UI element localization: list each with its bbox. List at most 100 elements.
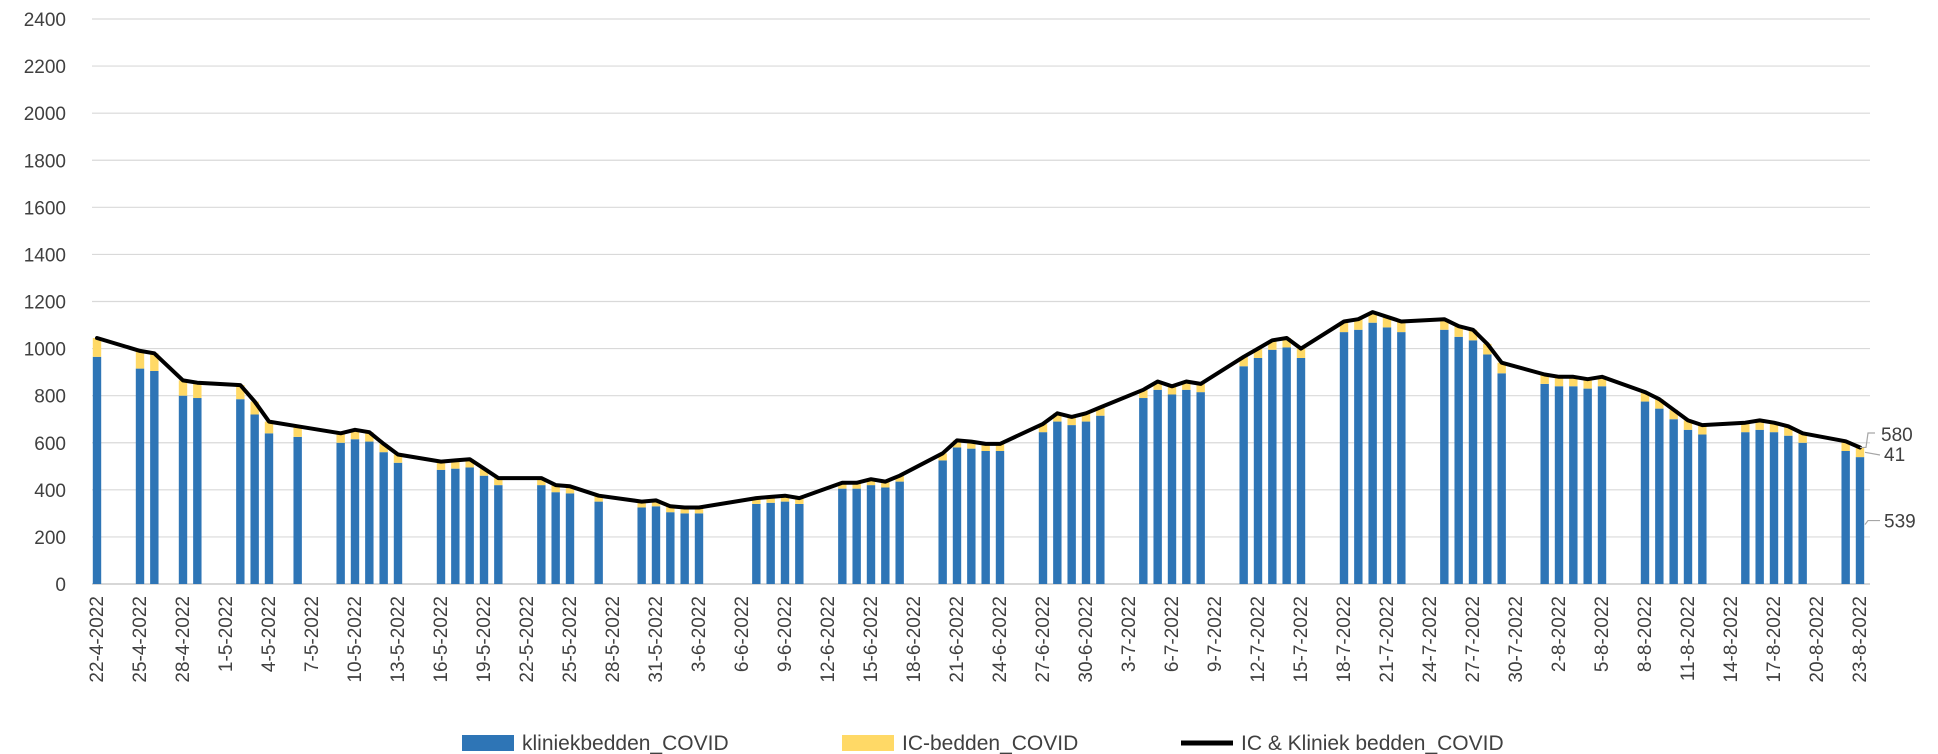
bar-ic-bedden xyxy=(1855,447,1865,458)
bar-kliniekbedden xyxy=(350,439,360,584)
bar-ic-bedden xyxy=(250,401,259,415)
bar-ic-bedden xyxy=(1483,343,1492,355)
bar-ic-bedden xyxy=(1268,340,1277,350)
bar-kliniekbedden xyxy=(479,475,489,584)
bar-ic-bedden xyxy=(1253,348,1263,358)
bar-ic-bedden xyxy=(537,478,546,486)
bar-kliniekbedden xyxy=(967,448,976,584)
legend: kliniekbedden_COVID IC-bedden_COVID IC & K… xyxy=(462,732,1504,754)
bar-kliniekbedden xyxy=(551,492,560,584)
bar-ic-bedden xyxy=(995,443,1005,451)
x-tick-label: 9-7-2022 xyxy=(1205,596,1226,672)
bar-ic-bedden xyxy=(866,479,876,486)
bar-ic-bedden xyxy=(637,501,646,508)
bar-kliniekbedden xyxy=(680,513,689,584)
bar-kliniekbedden xyxy=(1397,332,1406,584)
bar-kliniekbedden xyxy=(1468,340,1478,584)
bar-kliniekbedden xyxy=(866,485,876,584)
x-tick-label: 17-8-2022 xyxy=(1764,596,1785,683)
bar-kliniekbedden xyxy=(752,503,761,584)
bar-kliniekbedden xyxy=(1096,415,1105,584)
bar-ic-bedden xyxy=(479,468,489,476)
x-tick-label: 22-5-2022 xyxy=(517,596,538,683)
bar-ic-bedden xyxy=(651,500,661,507)
bar-kliniekbedden xyxy=(1268,349,1277,584)
y-tick-label: 0 xyxy=(55,575,66,596)
x-tick-label: 28-5-2022 xyxy=(603,596,624,683)
bars xyxy=(92,312,1865,584)
bar-kliniekbedden xyxy=(895,481,904,584)
x-tick-label: 24-7-2022 xyxy=(1420,596,1441,683)
x-tick-label: 12-6-2022 xyxy=(818,596,839,683)
x-tick-label: 25-5-2022 xyxy=(560,596,581,683)
y-tick-label: 400 xyxy=(34,481,66,502)
bar-ic-bedden xyxy=(1597,376,1607,387)
bar-ic-bedden xyxy=(938,453,947,461)
y-tick-label: 2000 xyxy=(24,104,66,125)
bar-kliniekbedden xyxy=(637,507,646,584)
bar-ic-bedden xyxy=(895,475,904,482)
y-tick-label: 800 xyxy=(34,387,66,408)
bar-kliniekbedden xyxy=(150,370,159,584)
bar-ic-bedden xyxy=(1540,374,1549,384)
series-line-total xyxy=(95,310,1862,510)
bar-kliniekbedden xyxy=(881,487,890,584)
bar-kliniekbedden xyxy=(1139,398,1148,584)
bar-ic-bedden xyxy=(379,443,388,453)
bar-ic-bedden xyxy=(193,382,202,399)
x-tick-label: 6-7-2022 xyxy=(1162,596,1183,672)
x-tick-label: 20-8-2022 xyxy=(1807,596,1828,683)
x-tick-label: 18-6-2022 xyxy=(904,596,925,683)
x-tick-label: 24-6-2022 xyxy=(990,596,1011,683)
bar-ic-bedden xyxy=(1167,386,1177,395)
callout-leader xyxy=(1864,519,1880,525)
y-tick-label: 2400 xyxy=(24,10,66,31)
y-tick-label: 2200 xyxy=(24,57,66,78)
bar-kliniekbedden xyxy=(1239,366,1248,584)
x-tick-label: 27-7-2022 xyxy=(1463,596,1484,683)
bar-kliniekbedden xyxy=(694,513,704,584)
y-tick-label: 1400 xyxy=(24,245,66,266)
legend-swatch-kliniekbedden xyxy=(462,735,514,751)
bar-ic-bedden xyxy=(1468,329,1478,341)
bar-kliniekbedden xyxy=(565,493,575,584)
bar-kliniekbedden xyxy=(1784,435,1793,584)
bar-ic-bedden xyxy=(952,440,962,448)
callout-label-kliniek: 539 xyxy=(1884,512,1916,533)
bar-kliniekbedden xyxy=(1841,450,1850,584)
bar-ic-bedden xyxy=(1053,413,1062,422)
bar-ic-bedden xyxy=(150,353,159,371)
grid-lines xyxy=(92,18,1870,585)
x-tick-label: 7-5-2022 xyxy=(302,596,323,672)
y-tick-label: 1000 xyxy=(24,340,66,361)
bar-kliniekbedden xyxy=(494,485,503,584)
bar-ic-bedden xyxy=(967,441,976,449)
bar-ic-bedden xyxy=(1698,425,1707,435)
bar-kliniekbedden xyxy=(1067,425,1076,584)
bar-ic-bedden xyxy=(436,461,446,470)
bar-ic-bedden xyxy=(666,506,675,513)
bar-ic-bedden xyxy=(1239,356,1248,367)
x-tick-label: 3-7-2022 xyxy=(1119,596,1140,672)
bar-ic-bedden xyxy=(1139,389,1148,399)
x-axis: 22-4-2022 25-4-2022 28-4-2022 1-5-2022 4-5-2… xyxy=(87,596,1871,683)
bar-kliniekbedden xyxy=(1038,432,1048,584)
bar-kliniekbedden xyxy=(1755,429,1764,584)
bar-ic-bedden xyxy=(1769,422,1779,433)
bar-ic-bedden xyxy=(1196,383,1205,393)
bar-kliniekbedden xyxy=(336,442,345,584)
x-tick-label: 30-7-2022 xyxy=(1506,596,1527,683)
bar-kliniekbedden xyxy=(1354,329,1363,584)
bar-ic-bedden xyxy=(1741,422,1750,433)
bar-kliniekbedden xyxy=(1440,329,1449,584)
bar-ic-bedden xyxy=(594,495,603,502)
bar-kliniekbedden xyxy=(780,501,790,584)
bar-ic-bedden xyxy=(1669,409,1678,420)
bar-kliniekbedden xyxy=(852,488,861,584)
bar-kliniekbedden xyxy=(436,469,446,584)
bar-kliniekbedden xyxy=(1454,336,1463,584)
bar-ic-bedden xyxy=(1497,362,1506,374)
bar-ic-bedden xyxy=(1368,312,1377,323)
